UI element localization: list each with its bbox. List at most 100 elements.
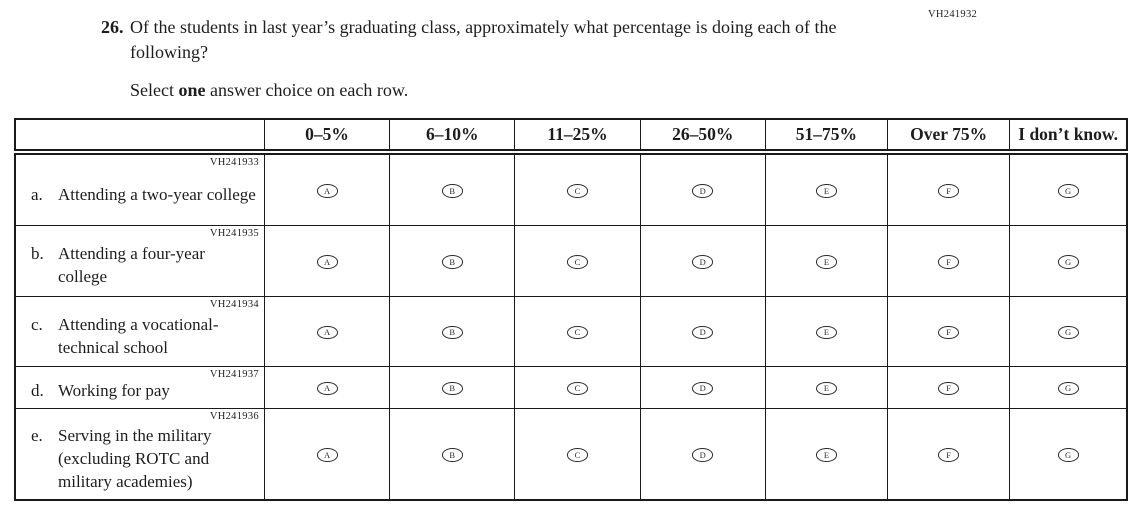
question-instruction: Select one answer choice on each row. [130, 78, 872, 103]
column-header: I don’t know. [1009, 118, 1128, 155]
answer-cell: D [639, 295, 766, 367]
question-block: 26. Of the students in last year’s gradu… [101, 15, 872, 103]
column-header: 26–50% [639, 118, 766, 155]
answer-cell: A [263, 295, 391, 367]
choice-bubble-a[interactable]: A [316, 325, 338, 339]
choice-bubble-e[interactable]: E [815, 255, 837, 269]
row-letter: d. [31, 381, 44, 400]
answer-cell: D [639, 407, 766, 501]
row-letter: b. [31, 244, 44, 263]
choice-bubble-g[interactable]: G [1057, 255, 1079, 269]
choice-bubble-d[interactable]: D [692, 325, 714, 339]
choice-bubble-f[interactable]: F [938, 381, 960, 395]
row-label: Attending a two-year college [58, 184, 256, 204]
answer-cell: G [1009, 151, 1128, 226]
row-label-cell: VH241937 d. Working for pay [14, 365, 265, 409]
answer-cell: G [1009, 295, 1128, 367]
column-header: 51–75% [764, 118, 889, 155]
choice-bubble-e[interactable]: E [815, 448, 837, 462]
choice-bubble-f[interactable]: F [938, 255, 960, 269]
answer-cell: D [639, 151, 766, 226]
row-label-cell: VH241933 a. Attending a two-year college [14, 151, 265, 226]
choice-bubble-f[interactable]: F [938, 448, 960, 462]
choice-bubble-c[interactable]: C [566, 184, 588, 198]
choice-bubble-d[interactable]: D [692, 184, 714, 198]
choice-bubble-c[interactable]: C [566, 448, 588, 462]
row-letter: e. [31, 425, 43, 445]
answer-cell: C [514, 295, 641, 367]
row-label-line: e. Serving in the military (excluding ROT… [31, 424, 258, 493]
choice-bubble-d[interactable]: D [692, 255, 714, 269]
answer-table-body: VH241933 a. Attending a two-year college A B… [14, 151, 1128, 501]
answer-cell: C [514, 407, 641, 501]
answer-grid: 0–5% 6–10% 11–25% 26–50% 51–75% Over 75%… [14, 118, 1128, 501]
row-label: Attending a four-year college [58, 244, 205, 286]
choice-bubble-e[interactable]: E [815, 381, 837, 395]
choice-bubble-a[interactable]: A [316, 184, 338, 198]
question-number: 26. [101, 17, 124, 37]
answer-cell: A [263, 224, 391, 297]
answer-cell: A [263, 407, 391, 501]
table-row: VH241936 e. Serving in the military (exclu… [14, 407, 1128, 501]
choice-bubble-b[interactable]: B [441, 255, 463, 269]
choice-bubble-f[interactable]: F [938, 184, 960, 198]
choice-bubble-d[interactable]: D [692, 381, 714, 395]
choice-bubble-c[interactable]: C [566, 325, 588, 339]
choice-bubble-a[interactable]: A [316, 255, 338, 269]
table-row: VH241934 c. Attending a vocational-technic… [14, 295, 1128, 367]
choice-bubble-e[interactable]: E [815, 184, 837, 198]
answer-cell: F [887, 151, 1011, 226]
answer-cell: E [764, 407, 889, 501]
answer-cell: D [639, 224, 766, 297]
column-header: Over 75% [887, 118, 1011, 155]
choice-bubble-c[interactable]: C [566, 381, 588, 395]
answer-cell: E [764, 224, 889, 297]
row-letter: a. [31, 184, 43, 204]
row-code: VH241934 [209, 298, 259, 310]
choice-bubble-g[interactable]: G [1057, 381, 1079, 395]
question-text: Of the students in last year’s graduatin… [130, 17, 837, 62]
row-letter: c. [31, 314, 43, 334]
row-code: VH241935 [209, 227, 259, 239]
choice-bubble-b[interactable]: B [441, 184, 463, 198]
choice-bubble-f[interactable]: F [938, 325, 960, 339]
answer-cell: C [514, 224, 641, 297]
choice-bubble-b[interactable]: B [441, 448, 463, 462]
answer-cell: G [1009, 365, 1128, 409]
row-code: VH241937 [209, 368, 259, 380]
answer-cell: E [764, 365, 889, 409]
column-header: 11–25% [514, 118, 641, 155]
choice-bubble-a[interactable]: A [316, 381, 338, 395]
answer-cell: F [887, 295, 1011, 367]
column-header: 0–5% [263, 118, 391, 155]
row-label-line: b. Attending a four-year college [31, 242, 258, 288]
row-label-line: c. Attending a vocational-technical schoo… [31, 313, 258, 359]
answer-cell: B [389, 151, 516, 226]
choice-bubble-b[interactable]: B [441, 325, 463, 339]
choice-bubble-c[interactable]: C [566, 255, 588, 269]
choice-bubble-g[interactable]: G [1057, 184, 1079, 198]
row-label-cell: VH241935 b. Attending a four-year college [14, 224, 265, 297]
choice-bubble-d[interactable]: D [692, 448, 714, 462]
table-row: VH241935 b. Attending a four-year college A… [14, 224, 1128, 297]
answer-cell: A [263, 151, 391, 226]
row-label-line: a. Attending a two-year college [31, 183, 258, 206]
table-row: VH241937 d. Working for pay A B C D E F G [14, 365, 1128, 409]
choice-bubble-b[interactable]: B [441, 381, 463, 395]
instruction-prefix: Select [130, 80, 179, 100]
instruction-suffix: answer choice on each row. [205, 80, 409, 100]
choice-bubble-e[interactable]: E [815, 325, 837, 339]
answer-cell: B [389, 224, 516, 297]
choice-bubble-g[interactable]: G [1057, 448, 1079, 462]
answer-cell: B [389, 365, 516, 409]
row-label: Attending a vocational-technical school [58, 314, 219, 357]
choice-bubble-a[interactable]: A [316, 448, 338, 462]
row-label-line: d. Working for pay [31, 379, 258, 402]
answer-cell: B [389, 407, 516, 501]
page-code: VH241932 [928, 9, 978, 20]
choice-bubble-g[interactable]: G [1057, 325, 1079, 339]
answer-cell: A [263, 365, 391, 409]
answer-cell: D [639, 365, 766, 409]
row-label: Serving in the military (excluding ROTC … [58, 425, 212, 491]
